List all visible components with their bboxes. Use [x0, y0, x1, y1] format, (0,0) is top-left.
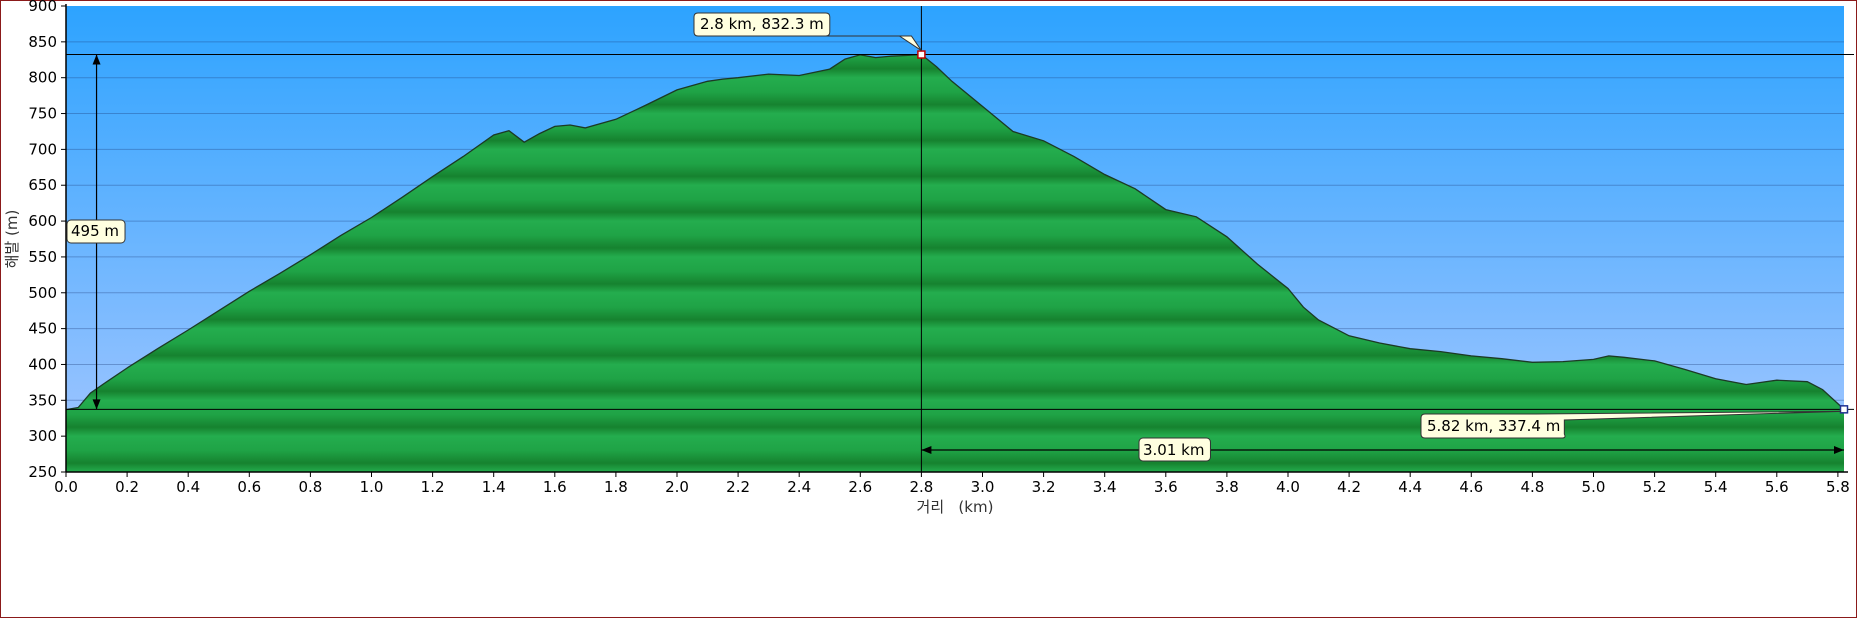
distance-arrow	[921, 446, 1844, 454]
y-tick-label: 500	[28, 284, 57, 302]
x-tick-label: 3.6	[1154, 478, 1178, 496]
x-tick-label: 2.6	[848, 478, 872, 496]
x-tick-label: 0.6	[237, 478, 261, 496]
x-tick-label: 4.4	[1398, 478, 1422, 496]
x-tick-label: 1.0	[360, 478, 384, 496]
peak-callout-label: 2.8 km, 832.3 m	[700, 15, 824, 33]
x-tick-label: 5.8	[1826, 478, 1850, 496]
x-tick-label: 5.6	[1765, 478, 1789, 496]
y-tick-label: 400	[28, 355, 57, 373]
y-tick-label: 650	[28, 176, 57, 194]
x-tick-label: 0.2	[115, 478, 139, 496]
end-point-marker[interactable]	[1839, 405, 1849, 414]
x-tick-label: 1.8	[604, 478, 628, 496]
x-tick-label: 2.8	[909, 478, 933, 496]
x-tick-label: 3.8	[1215, 478, 1239, 496]
x-axis-ticks: 0.0 0.2 0.4 0.6 0.8 1.0 1.2 1.4 1.6 1.8 2.0 2.2 2.4 2…	[54, 472, 1850, 496]
distance-label: 3.01 km	[1143, 441, 1204, 459]
x-tick-label: 3.0	[971, 478, 995, 496]
x-tick-label: 0.4	[176, 478, 200, 496]
x-tick-label: 4.6	[1459, 478, 1483, 496]
y-tick-label: 850	[28, 33, 57, 51]
x-tick-label: 5.4	[1704, 478, 1728, 496]
x-tick-label: 3.4	[1093, 478, 1117, 496]
y-tick-label: 600	[28, 212, 57, 230]
y-tick-label: 450	[28, 320, 57, 338]
x-tick-label: 5.0	[1582, 478, 1606, 496]
y-tick-label: 800	[28, 69, 57, 87]
x-axis-title: 거리 (km)	[917, 498, 994, 516]
x-tick-label: 5.2	[1643, 478, 1667, 496]
y-tick-label: 300	[28, 427, 57, 445]
x-tick-label: 2.2	[726, 478, 750, 496]
peak-callout: 2.8 km, 832.3 m	[693, 12, 922, 51]
crosshair-lines	[66, 6, 1854, 472]
elevation-line	[66, 53, 1844, 411]
distance-callout: 3.01 km	[1138, 437, 1211, 462]
x-tick-label: 2.4	[787, 478, 811, 496]
x-tick-label: 1.4	[482, 478, 506, 496]
axes: 0.0 0.2 0.4 0.6 0.8 1.0 1.2 1.4 1.6 1.8 2.0 2.2 2.4 2…	[28, 0, 1849, 496]
x-tick-label: 1.2	[421, 478, 445, 496]
elevation-area	[66, 54, 1844, 472]
end-callout-label: 5.82 km, 337.4 m	[1427, 417, 1560, 435]
x-tick-label: 1.6	[543, 478, 567, 496]
x-tick-label: 0.0	[54, 478, 78, 496]
y-axis-ticks: 250 300 350 400 450 500 550 600 650 700 750 800 850 9…	[28, 0, 66, 481]
y-tick-label: 900	[28, 0, 57, 15]
x-tick-label: 4.2	[1337, 478, 1361, 496]
x-tick-label: 4.0	[1276, 478, 1300, 496]
x-tick-label: 3.2	[1032, 478, 1056, 496]
x-tick-label: 4.8	[1520, 478, 1544, 496]
y-tick-label: 750	[28, 105, 57, 123]
end-callout: 5.82 km, 337.4 m	[1420, 410, 1842, 439]
x-tick-label: 2.0	[665, 478, 689, 496]
elevation-gain-label: 495 m	[71, 222, 119, 240]
y-axis-title: 해발 (m)	[3, 210, 21, 269]
peak-point-marker[interactable]	[917, 50, 926, 59]
x-tick-label: 0.8	[298, 478, 322, 496]
y-tick-label: 250	[28, 463, 57, 481]
elevation-gain-callout: 495 m	[66, 219, 126, 244]
y-tick-label: 700	[28, 140, 57, 158]
y-tick-label: 350	[28, 391, 57, 409]
y-tick-label: 550	[28, 248, 57, 266]
